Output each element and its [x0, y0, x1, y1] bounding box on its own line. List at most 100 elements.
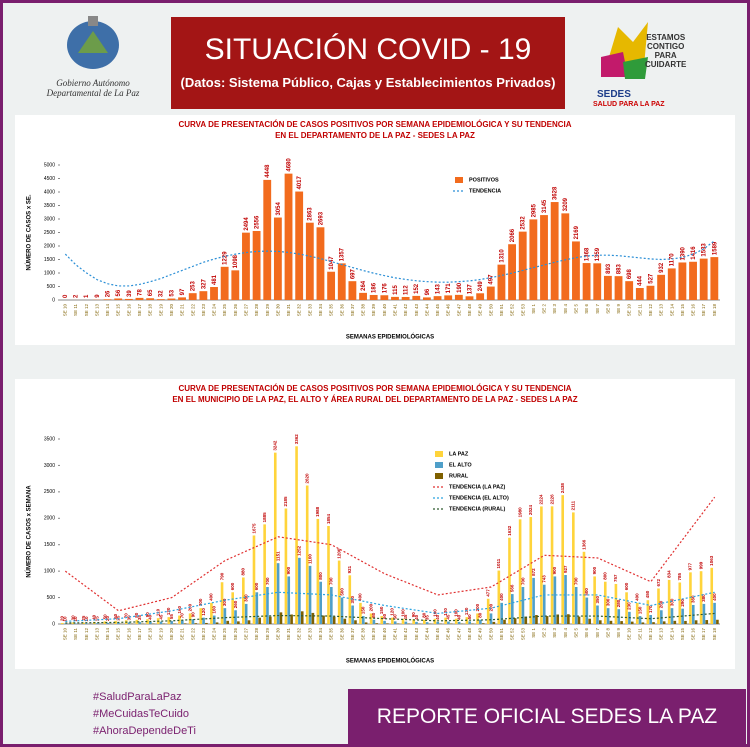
- data-label: 40: [92, 614, 97, 620]
- data-label: 500: [584, 588, 589, 596]
- bar: [599, 620, 602, 624]
- data-label: 1229: [223, 251, 229, 265]
- y-tick-label: 500: [47, 284, 56, 290]
- data-label: 35: [424, 615, 429, 621]
- bar: [486, 286, 495, 300]
- x-tick-label: SE 42: [403, 304, 408, 317]
- x-tick-label: SE 13: [659, 304, 664, 317]
- bar: [74, 623, 78, 624]
- x-tick-label: SE 43: [414, 304, 419, 317]
- bar: [305, 222, 314, 300]
- x-tick-label: SE 39: [371, 628, 376, 641]
- bar: [673, 620, 677, 624]
- bar: [337, 263, 346, 300]
- y-tick-label: 2000: [44, 516, 55, 522]
- bar: [511, 594, 514, 624]
- bar: [657, 274, 666, 300]
- data-label: 112: [404, 285, 410, 295]
- x-tick-label: SE 31: [286, 304, 291, 317]
- bar: [492, 621, 496, 624]
- data-label: 26: [105, 290, 111, 297]
- x-tick-label: SE 23: [201, 628, 206, 641]
- bar: [223, 608, 227, 624]
- data-label: 2169: [574, 225, 580, 239]
- data-label: 600: [230, 582, 235, 590]
- bar: [423, 297, 431, 300]
- x-tick-label: SE 8: [605, 304, 610, 314]
- bar: [386, 623, 389, 624]
- bar: [255, 592, 259, 624]
- x-tick-label: SE 41: [393, 304, 398, 317]
- y-axis-title: NÚMERO DE CASOS x SEMANA: [26, 485, 33, 578]
- data-label: 600: [624, 582, 629, 590]
- bar: [603, 275, 612, 300]
- slogan: ESTAMOS CONTIGO PARA CUIDARTE: [645, 33, 686, 69]
- bar: [247, 620, 251, 624]
- x-tick-label: SE 18: [712, 304, 717, 317]
- bar: [625, 592, 628, 624]
- bar: [497, 570, 501, 624]
- y-tick-label: 5000: [44, 162, 55, 168]
- bar: [444, 295, 453, 300]
- x-tick-label: SE 12: [648, 628, 653, 641]
- bar: [529, 517, 533, 624]
- data-label: 1632: [507, 525, 512, 536]
- x-tick-label: SE 35: [329, 304, 334, 317]
- x-tick-label: SE 52: [510, 304, 515, 317]
- data-label: 800: [318, 572, 323, 580]
- data-label: 921: [347, 565, 352, 573]
- y-tick-label: 1500: [44, 542, 55, 548]
- x-tick-label: SE 38: [361, 628, 366, 641]
- x-tick-label: SE 34: [318, 628, 323, 641]
- data-label: 20: [60, 615, 65, 621]
- hashtag: #AhoraDependeDeTi: [93, 725, 196, 737]
- x-tick-label: SE 1: [531, 304, 536, 314]
- data-label: 96: [425, 288, 431, 295]
- bar: [167, 617, 171, 624]
- bar: [210, 602, 213, 624]
- bar: [359, 602, 362, 624]
- data-label: 2494: [244, 217, 250, 231]
- data-label: 1011: [496, 558, 501, 568]
- bar: [710, 567, 714, 624]
- data-label: 115: [393, 285, 399, 295]
- bar: [199, 291, 208, 300]
- x-tick-label: SE 37: [350, 304, 355, 317]
- data-label: 400: [499, 593, 504, 601]
- data-label: 190: [457, 282, 463, 293]
- bar: [210, 287, 218, 300]
- data-label: 477: [485, 589, 490, 597]
- legend-swatch: [435, 451, 443, 457]
- x-tick-label: SE 21: [180, 628, 185, 641]
- bar: [412, 295, 421, 300]
- bar: [188, 293, 197, 300]
- bar: [447, 621, 450, 624]
- legend-label: LA PAZ: [449, 451, 469, 457]
- data-label: 45: [158, 614, 163, 620]
- bar: [354, 620, 357, 624]
- bar: [234, 610, 237, 624]
- x-tick-label: SE 47: [456, 304, 461, 317]
- x-tick-label: SE 15: [116, 628, 121, 641]
- data-label: 60: [382, 613, 387, 619]
- bar: [380, 295, 389, 300]
- x-tick-label: SE 46: [446, 628, 451, 641]
- bar: [678, 582, 682, 624]
- data-label: 120: [443, 608, 448, 616]
- bar: [212, 615, 216, 624]
- bar: [625, 281, 634, 300]
- legend-label: TENDENCIA (LA PAZ): [449, 484, 505, 490]
- data-label: 700: [520, 577, 525, 585]
- x-tick-label: SE 44: [424, 628, 429, 641]
- data-label: 40: [148, 614, 153, 620]
- x-tick-label: SE 10: [627, 628, 632, 641]
- data-label: 90: [411, 612, 416, 618]
- data-label: 130: [166, 607, 171, 615]
- bar: [226, 620, 230, 624]
- bar: [550, 202, 559, 300]
- x-tick-label: SE 27: [243, 628, 248, 641]
- bar: [391, 617, 394, 624]
- data-label: 790: [219, 572, 224, 580]
- data-label: 10: [84, 616, 89, 622]
- data-label: 230: [627, 602, 632, 610]
